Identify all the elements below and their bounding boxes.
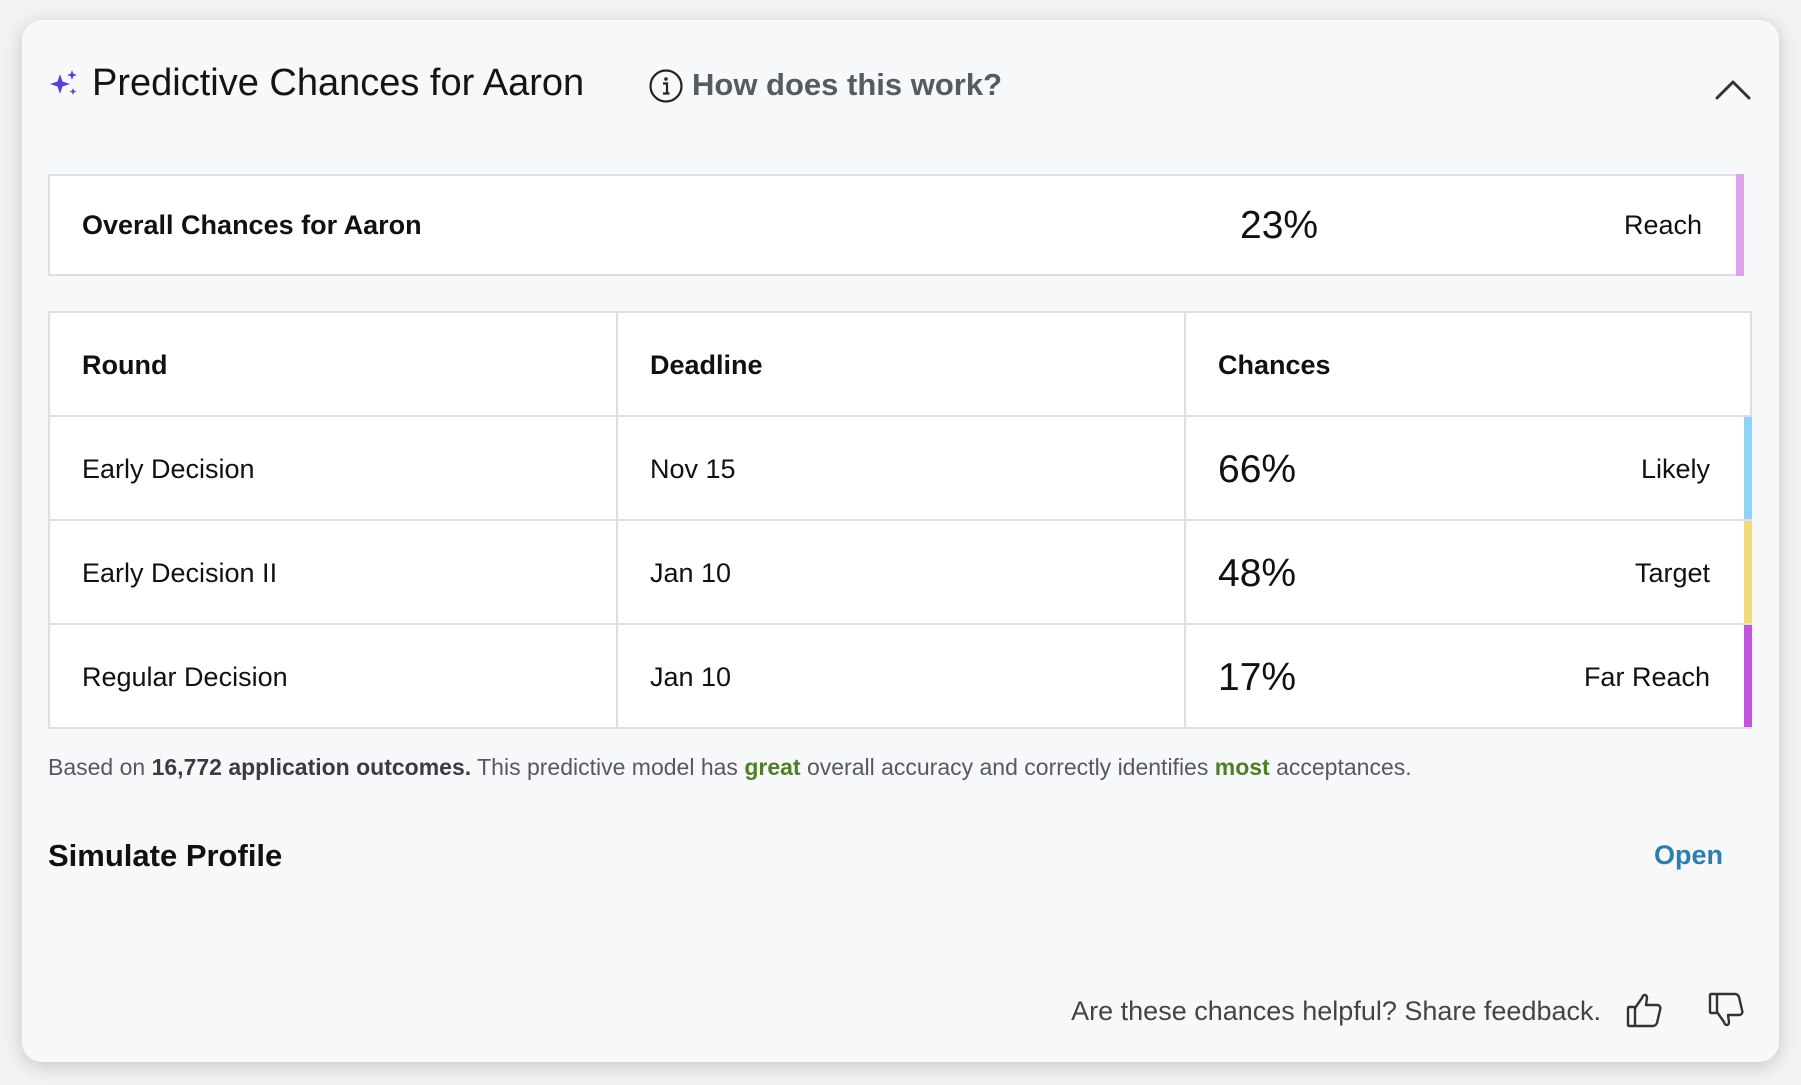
deadline-date: Jan 10 [650, 662, 732, 692]
chances-table: Round Deadline Chances Early Decision No… [48, 311, 1752, 729]
deadline-cell: Jan 10 [618, 625, 1186, 727]
round-cell: Early Decision [50, 417, 618, 519]
thumbs-down-icon[interactable] [1707, 990, 1747, 1030]
header-chances: Chances [1218, 350, 1331, 380]
overall-category-color-bar [1736, 174, 1744, 276]
header-cell-chances: Chances [1186, 313, 1750, 415]
table-header-row: Round Deadline Chances [50, 313, 1750, 417]
round-name: Early Decision [82, 454, 255, 484]
category-color-bar [1744, 417, 1752, 519]
round-name: Early Decision II [82, 558, 278, 588]
overall-chances-row: Overall Chances for Aaron 23% Reach [48, 174, 1744, 276]
header-round: Round [82, 350, 168, 380]
simulate-profile-title: Simulate Profile [48, 838, 283, 873]
overall-chances-percent: 23% [1240, 204, 1319, 247]
predictive-chances-card: Predictive Chances for Aaron How does th… [22, 20, 1779, 1062]
round-name: Regular Decision [82, 662, 288, 692]
deadline-date: Nov 15 [650, 454, 736, 484]
note-accuracy-rating: great [744, 754, 801, 780]
table-row: Early Decision Nov 15 66% Likely [50, 417, 1752, 521]
note-acceptance-rating: most [1214, 754, 1270, 780]
note-prefix: Based on [48, 754, 152, 780]
chances-cell: 66% Likely [1186, 417, 1752, 519]
chance-category: Far Reach [1583, 662, 1710, 692]
model-accuracy-note: Based on 16,772 application outcomes. Th… [48, 754, 1412, 781]
chances-cell: 48% Target [1186, 521, 1752, 623]
category-color-bar [1744, 625, 1752, 727]
header-cell-round: Round [50, 313, 618, 415]
chance-category: Target [1634, 558, 1710, 588]
feedback-prompt: Are these chances helpful? Share feedbac… [1071, 996, 1601, 1026]
note-middle-1: This predictive model has [471, 754, 745, 780]
header-cell-deadline: Deadline [618, 313, 1186, 415]
chance-category: Likely [1640, 454, 1710, 484]
chance-percent: 48% [1218, 552, 1297, 595]
table-row: Regular Decision Jan 10 17% Far Reach [50, 625, 1752, 727]
note-middle-2: overall accuracy and correctly identifie… [800, 754, 1215, 780]
overall-chances-category: Reach [1623, 210, 1702, 240]
table-row: Early Decision II Jan 10 48% Target [50, 521, 1752, 625]
thumbs-up-icon[interactable] [1625, 990, 1665, 1030]
round-cell: Regular Decision [50, 625, 618, 727]
deadline-cell: Nov 15 [618, 417, 1186, 519]
round-cell: Early Decision II [50, 521, 618, 623]
info-icon[interactable] [648, 68, 684, 104]
simulate-profile-open-button[interactable]: Open [1653, 840, 1723, 870]
chance-percent: 66% [1218, 448, 1297, 491]
note-outcome-count: 16,772 application outcomes. [151, 754, 472, 780]
card-header: Predictive Chances for Aaron How does th… [22, 20, 1779, 150]
how-does-this-work-link[interactable]: How does this work? [692, 67, 1003, 102]
note-suffix: acceptances. [1269, 754, 1412, 780]
deadline-cell: Jan 10 [618, 521, 1186, 623]
category-color-bar [1744, 521, 1752, 623]
chances-cell: 17% Far Reach [1186, 625, 1752, 727]
chevron-up-icon[interactable] [1713, 70, 1753, 110]
card-title: Predictive Chances for Aaron [92, 62, 585, 104]
header-deadline: Deadline [650, 350, 763, 380]
overall-chances-label: Overall Chances for Aaron [82, 210, 422, 240]
chance-percent: 17% [1218, 656, 1297, 699]
deadline-date: Jan 10 [650, 558, 732, 588]
sparkle-icon [50, 70, 77, 95]
